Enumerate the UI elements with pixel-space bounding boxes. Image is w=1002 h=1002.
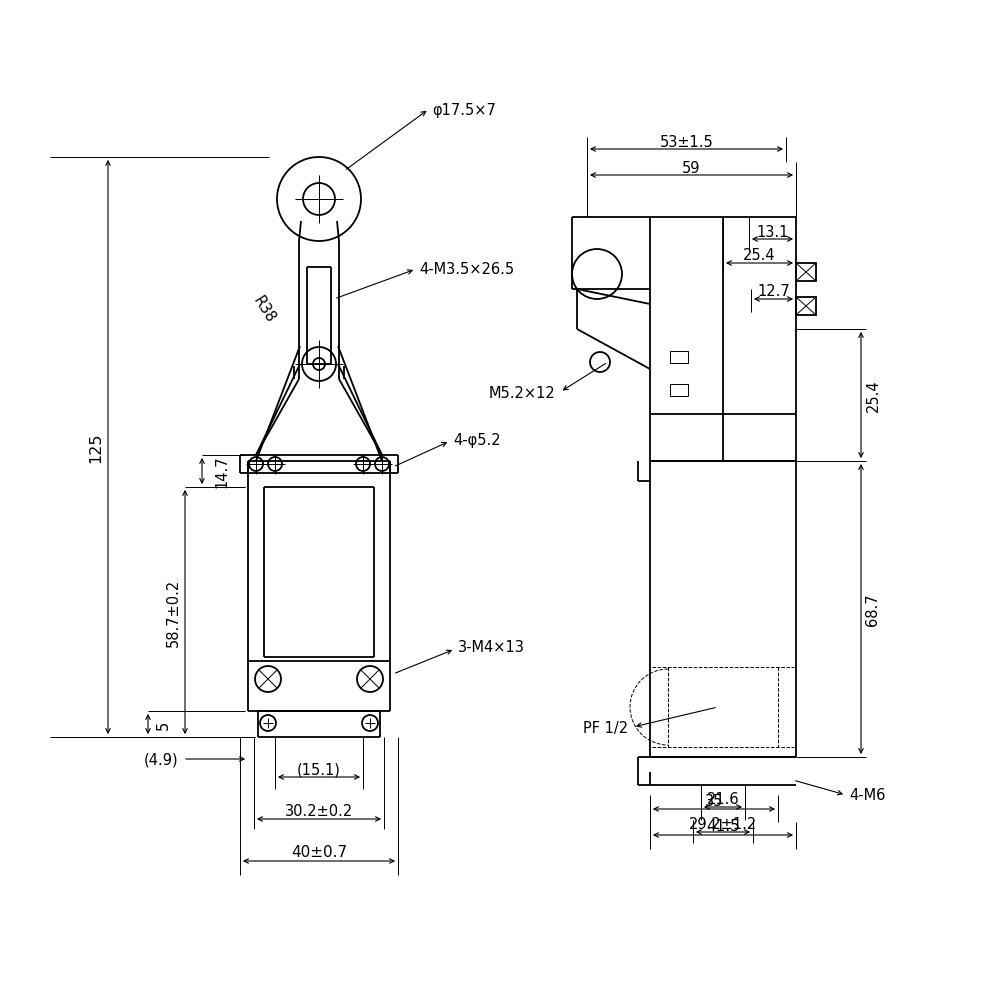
Text: 40±0.7: 40±0.7 bbox=[291, 845, 347, 860]
Text: 30.2±0.2: 30.2±0.2 bbox=[285, 804, 353, 819]
Text: 3-M4×13: 3-M4×13 bbox=[458, 640, 524, 655]
Text: 59: 59 bbox=[681, 160, 700, 175]
Text: 4-M6: 4-M6 bbox=[848, 788, 885, 803]
Text: φ17.5×7: φ17.5×7 bbox=[432, 102, 495, 117]
Text: (15.1): (15.1) bbox=[297, 762, 341, 777]
Bar bbox=[796, 264, 816, 282]
Bar bbox=[669, 385, 687, 397]
Text: 53±1.5: 53±1.5 bbox=[659, 134, 712, 149]
Bar bbox=[796, 298, 816, 316]
Text: 4-M3.5×26.5: 4-M3.5×26.5 bbox=[419, 263, 514, 278]
Text: 58.7±0.2: 58.7±0.2 bbox=[165, 578, 180, 646]
Text: PF 1/2: PF 1/2 bbox=[582, 719, 627, 734]
Text: R38: R38 bbox=[249, 294, 278, 326]
Text: 13.1: 13.1 bbox=[756, 224, 788, 239]
Text: 68.7: 68.7 bbox=[865, 593, 880, 625]
Text: M5.2×12: M5.2×12 bbox=[488, 385, 554, 400]
Bar bbox=[669, 352, 687, 364]
Text: 4-φ5.2: 4-φ5.2 bbox=[453, 432, 500, 447]
Text: 5: 5 bbox=[155, 719, 170, 728]
Text: 21.6: 21.6 bbox=[706, 792, 738, 807]
Text: 125: 125 bbox=[88, 432, 103, 463]
Text: 14.7: 14.7 bbox=[214, 455, 229, 488]
Text: (4.9): (4.9) bbox=[143, 752, 177, 767]
Text: 12.7: 12.7 bbox=[757, 285, 790, 300]
Text: 25.4: 25.4 bbox=[865, 380, 880, 412]
Text: 25.4: 25.4 bbox=[742, 248, 775, 264]
Text: 29.2±1.2: 29.2±1.2 bbox=[688, 817, 757, 832]
Text: 41.5: 41.5 bbox=[705, 819, 739, 834]
Text: 35: 35 bbox=[704, 794, 722, 809]
